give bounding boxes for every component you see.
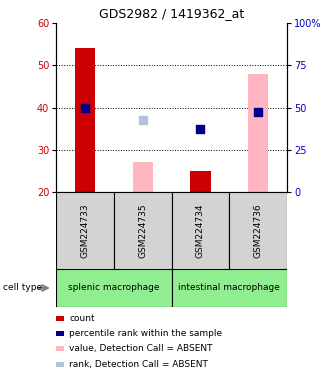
Text: GSM224736: GSM224736 <box>254 203 263 258</box>
Title: GDS2982 / 1419362_at: GDS2982 / 1419362_at <box>99 7 244 20</box>
Text: cell type: cell type <box>3 283 43 293</box>
Text: GSM224733: GSM224733 <box>81 203 89 258</box>
Bar <box>229 192 287 269</box>
Point <box>256 109 261 115</box>
Bar <box>133 162 153 192</box>
Bar <box>248 74 268 192</box>
Text: count: count <box>69 314 95 323</box>
Point <box>140 117 146 123</box>
Bar <box>56 269 172 307</box>
Text: GSM224735: GSM224735 <box>138 203 147 258</box>
Text: splenic macrophage: splenic macrophage <box>68 283 160 293</box>
Text: intestinal macrophage: intestinal macrophage <box>179 283 280 293</box>
Bar <box>75 48 95 192</box>
Text: GSM224734: GSM224734 <box>196 203 205 258</box>
Text: percentile rank within the sample: percentile rank within the sample <box>69 329 222 338</box>
Point <box>82 104 88 111</box>
Bar <box>172 192 229 269</box>
Bar <box>114 192 172 269</box>
Bar <box>172 269 287 307</box>
Point <box>198 126 203 132</box>
Bar <box>56 192 114 269</box>
Text: rank, Detection Call = ABSENT: rank, Detection Call = ABSENT <box>69 360 208 369</box>
Text: value, Detection Call = ABSENT: value, Detection Call = ABSENT <box>69 344 213 353</box>
Bar <box>190 171 211 192</box>
